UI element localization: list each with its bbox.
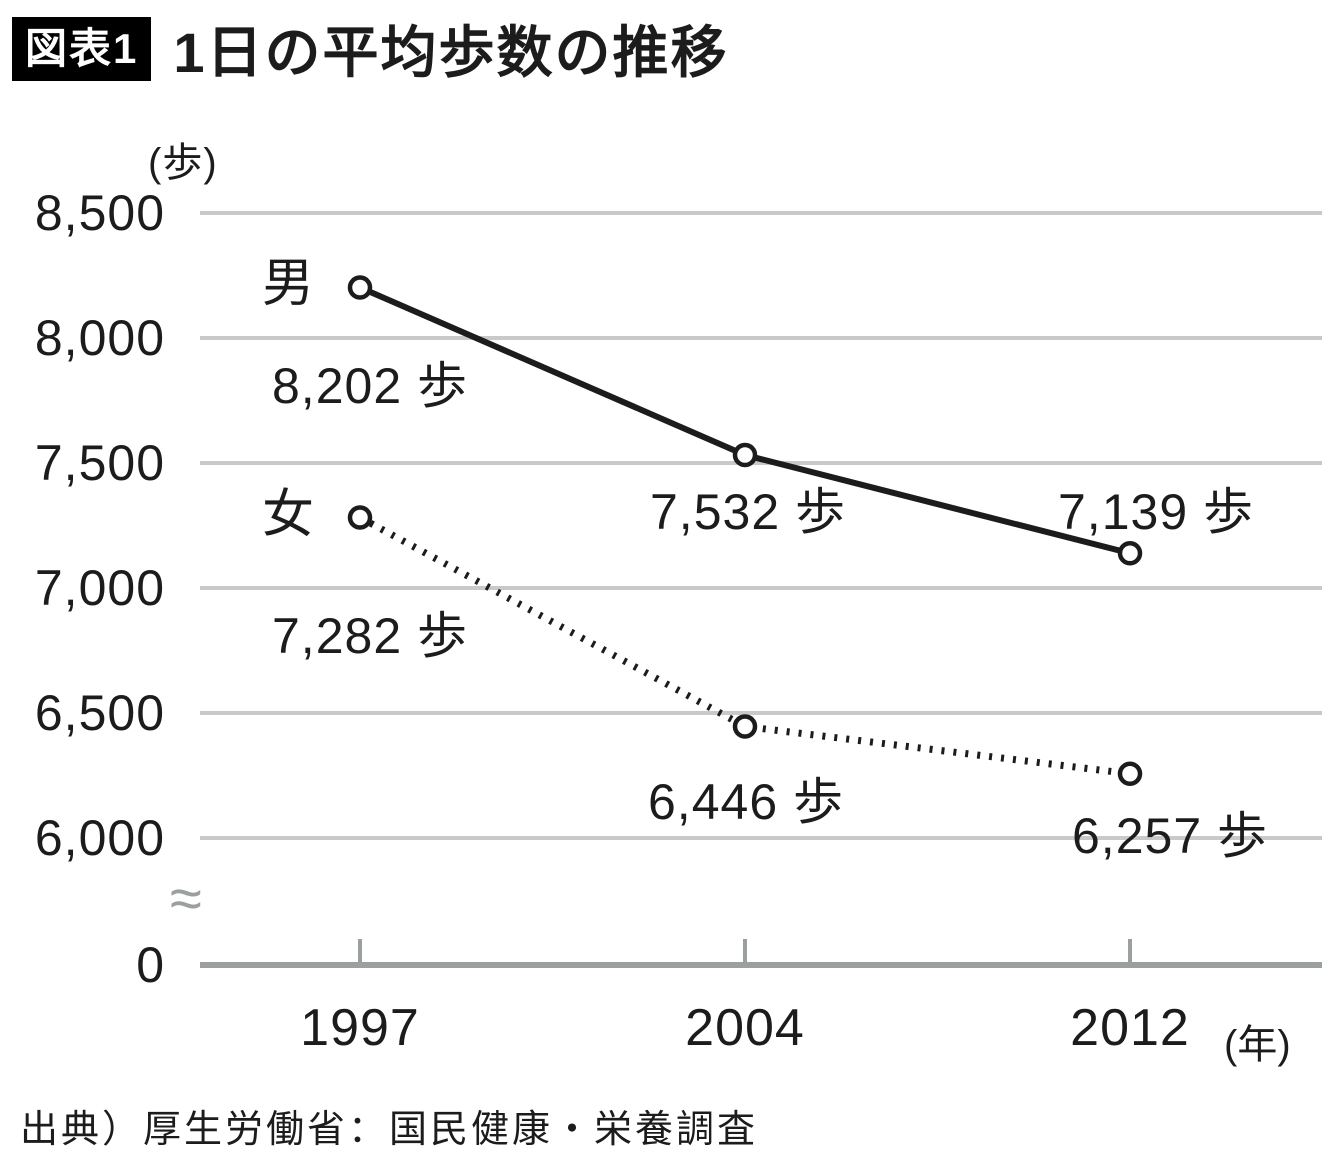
x-tick-label-2004: 2004 [685, 999, 805, 1057]
point-label-women-2004: 6,446 歩 [648, 774, 845, 830]
x-tick-label-2012: 2012 [1070, 999, 1190, 1057]
data-point-men-2012 [1117, 541, 1143, 566]
x-axis-unit-label: (年) [1224, 1023, 1291, 1067]
y-tick-label-8000: 8,000 [34, 310, 165, 366]
point-label-men-1997: 8,202 歩 [272, 358, 469, 414]
data-point-women-1997 [347, 505, 373, 530]
x-tick-label-1997: 1997 [300, 999, 420, 1057]
y-tick-label-7500: 7,500 [34, 435, 165, 491]
series-label-women: 女 [262, 486, 315, 544]
data-point-men-1997 [347, 275, 373, 300]
series-label-men: 男 [262, 255, 315, 313]
y-tick-label-7000: 7,000 [34, 560, 165, 616]
data-point-men-2004 [732, 442, 758, 468]
y-tick-label-6500: 6,500 [34, 685, 165, 741]
point-label-men-2012: 7,139 歩 [1058, 484, 1255, 540]
source-note: 出典）厚生労働省：国民健康・栄養調査 [20, 1109, 759, 1151]
y-axis-break-symbol: ≈ [170, 866, 202, 931]
y-tick-label-zero: 0 [136, 937, 165, 993]
figure-number-badge: 図表1 [12, 16, 152, 81]
point-label-men-2004: 7,532 歩 [650, 484, 847, 540]
data-point-women-2004 [732, 714, 758, 739]
series-line-women [358, 514, 1131, 778]
y-tick-label-8500: 8,500 [34, 185, 165, 241]
data-point-women-2012 [1117, 761, 1143, 786]
point-label-women-1997: 7,282 歩 [272, 608, 469, 664]
point-label-women-2012: 6,257 歩 [1072, 808, 1269, 864]
y-tick-label-6000: 6,000 [34, 810, 165, 866]
figure-title: 1日の平均歩数の推移 [173, 21, 729, 84]
figure-header: 図表1 1日の平均歩数の推移 [12, 8, 729, 89]
y-axis-unit-label: (歩) [148, 141, 218, 185]
